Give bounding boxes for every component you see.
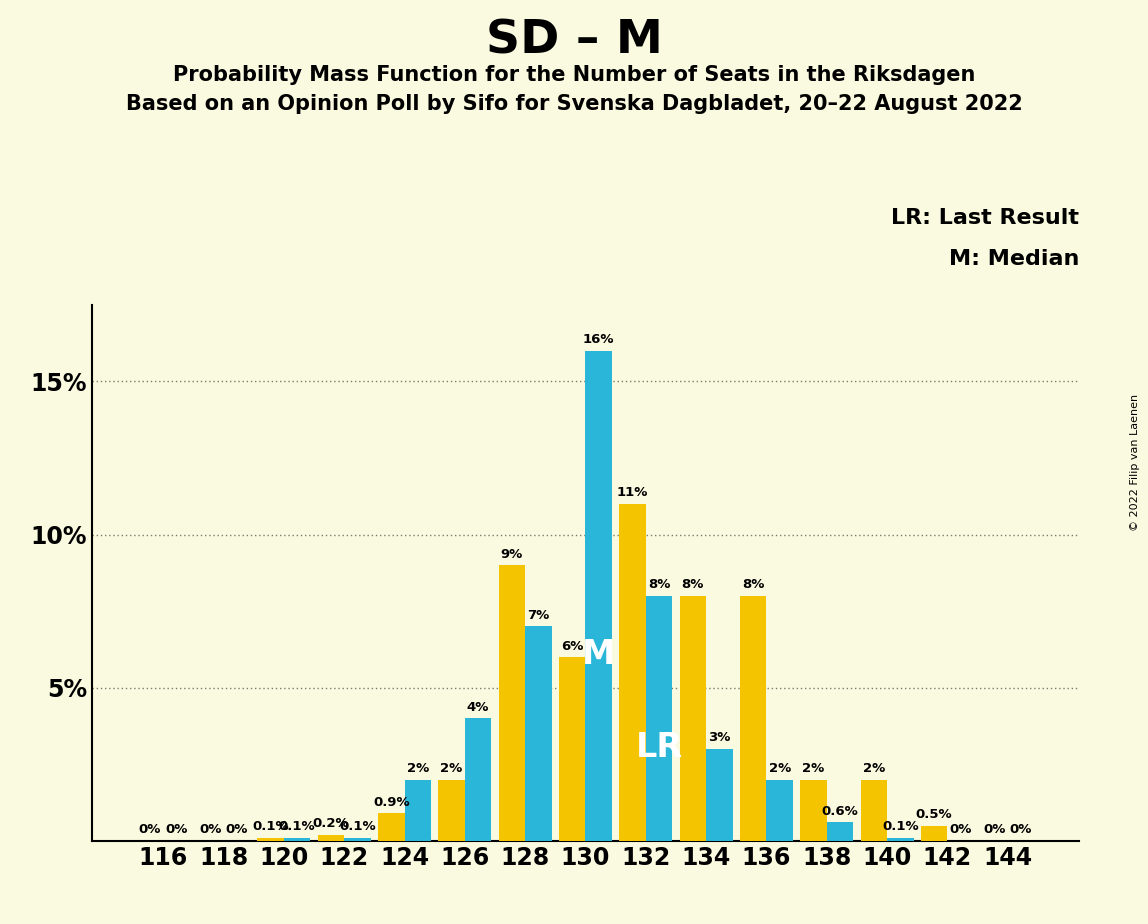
Text: 11%: 11% [616, 486, 649, 499]
Text: Based on an Opinion Poll by Sifo for Svenska Dagbladet, 20–22 August 2022: Based on an Opinion Poll by Sifo for Sve… [125, 94, 1023, 115]
Bar [559, 657, 585, 841]
Text: 4%: 4% [467, 700, 489, 713]
Bar [800, 780, 827, 841]
Text: 16%: 16% [583, 334, 614, 346]
Bar [404, 780, 430, 841]
Bar [465, 718, 491, 841]
Text: LR: LR [636, 731, 683, 764]
Bar [257, 838, 284, 841]
Text: 7%: 7% [527, 609, 550, 622]
Text: 0%: 0% [226, 823, 248, 836]
Text: 2%: 2% [862, 762, 885, 775]
Text: 0%: 0% [1010, 823, 1032, 836]
Text: 3%: 3% [708, 732, 730, 745]
Text: 0.1%: 0.1% [253, 821, 289, 833]
Text: 0%: 0% [139, 823, 161, 836]
Bar [619, 504, 646, 841]
Text: 0%: 0% [199, 823, 222, 836]
Bar [378, 813, 404, 841]
Bar [861, 780, 887, 841]
Bar [498, 565, 525, 841]
Text: 8%: 8% [647, 578, 670, 591]
Text: 0.1%: 0.1% [882, 821, 918, 833]
Text: 0.2%: 0.2% [312, 817, 349, 830]
Bar [887, 838, 914, 841]
Text: 2%: 2% [441, 762, 463, 775]
Text: 0.1%: 0.1% [339, 821, 375, 833]
Text: SD – M: SD – M [486, 18, 662, 64]
Text: 0%: 0% [983, 823, 1006, 836]
Text: 0.1%: 0.1% [279, 821, 316, 833]
Bar [318, 834, 344, 841]
Text: 0%: 0% [165, 823, 188, 836]
Text: 2%: 2% [768, 762, 791, 775]
Text: M: M [582, 638, 615, 671]
Text: 6%: 6% [561, 639, 583, 652]
Text: M: Median: M: Median [948, 249, 1079, 270]
Text: 9%: 9% [501, 548, 523, 561]
Bar [585, 351, 612, 841]
Text: Probability Mass Function for the Number of Seats in the Riksdagen: Probability Mass Function for the Number… [173, 65, 975, 85]
Bar [344, 838, 371, 841]
Text: 0%: 0% [949, 823, 972, 836]
Text: 0.5%: 0.5% [916, 808, 953, 821]
Text: LR: Last Result: LR: Last Result [891, 208, 1079, 228]
Bar [284, 838, 310, 841]
Text: 0.9%: 0.9% [373, 796, 410, 808]
Bar [439, 780, 465, 841]
Text: 2%: 2% [406, 762, 429, 775]
Bar [921, 825, 947, 841]
Bar [827, 822, 853, 841]
Bar [706, 749, 732, 841]
Bar [680, 596, 706, 841]
Bar [740, 596, 767, 841]
Bar [525, 626, 552, 841]
Text: 8%: 8% [742, 578, 765, 591]
Text: 8%: 8% [682, 578, 704, 591]
Bar [767, 780, 793, 841]
Text: © 2022 Filip van Laenen: © 2022 Filip van Laenen [1130, 394, 1140, 530]
Text: 2%: 2% [802, 762, 824, 775]
Text: 0.6%: 0.6% [822, 805, 859, 818]
Bar [646, 596, 673, 841]
